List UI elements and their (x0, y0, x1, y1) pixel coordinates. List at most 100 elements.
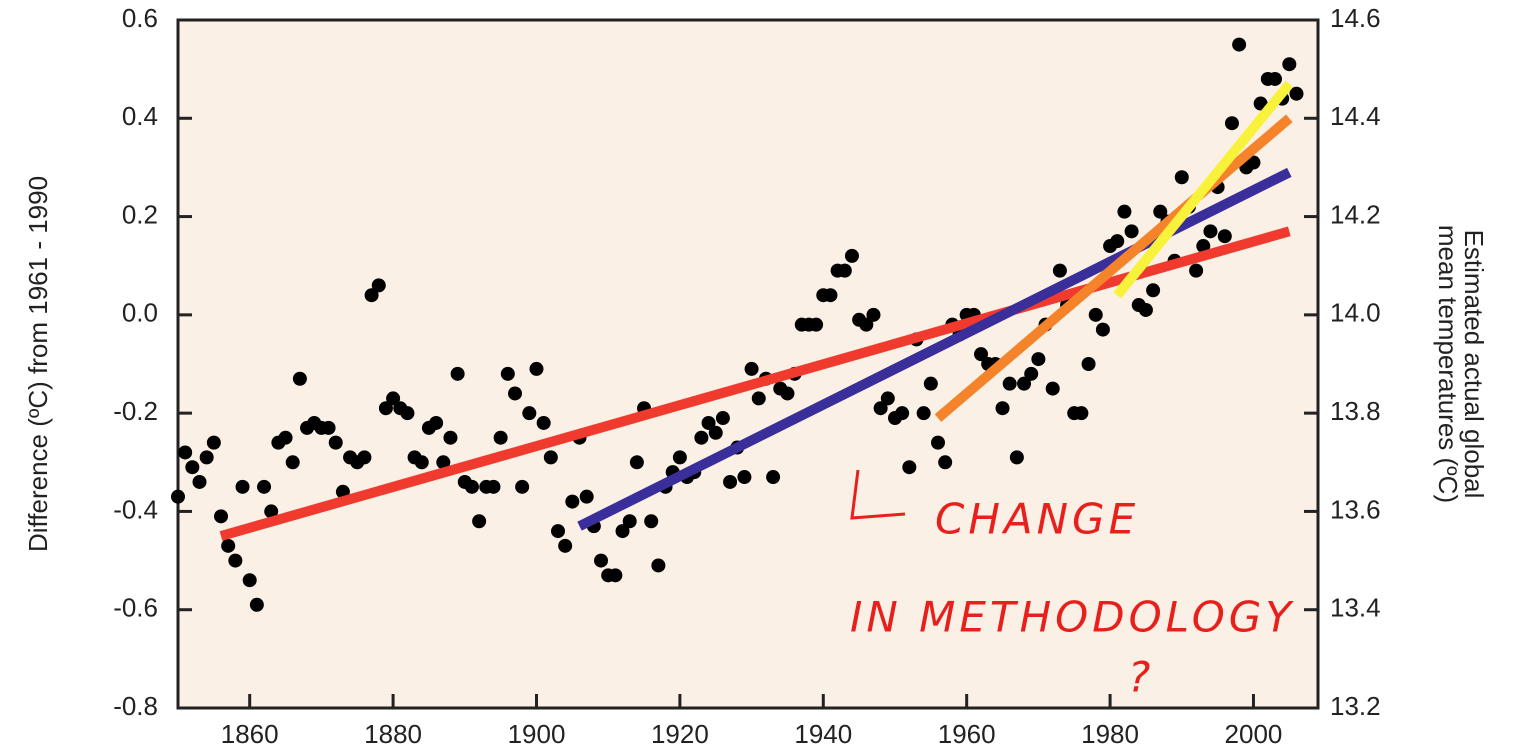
data-point (386, 391, 401, 406)
data-point (558, 538, 573, 553)
x-tick-label: 1980 (1081, 719, 1139, 749)
data-point (400, 406, 415, 421)
data-point (737, 470, 752, 485)
data-point (902, 460, 917, 475)
data-point (880, 391, 895, 406)
data-point (694, 430, 709, 445)
data-point (744, 361, 759, 376)
data-point (565, 494, 580, 509)
data-point (1081, 357, 1096, 371)
data-point (1189, 263, 1204, 278)
y-tick-label: 0.4 (122, 101, 158, 131)
data-point (916, 406, 931, 421)
data-point (249, 597, 264, 612)
data-point (809, 317, 824, 332)
data-point (895, 406, 910, 421)
data-point (844, 248, 859, 263)
data-point (242, 573, 257, 588)
data-point (1232, 37, 1247, 52)
data-point (257, 479, 272, 494)
trend-line (219, 226, 1291, 541)
data-point (515, 479, 530, 494)
data-point (522, 406, 537, 421)
annotation: IN METHODOLOGY (850, 593, 1295, 642)
data-point (1024, 366, 1039, 381)
data-point (278, 430, 293, 445)
data-point (1138, 302, 1153, 317)
data-point (859, 317, 874, 332)
data-point (1088, 307, 1103, 322)
y-tick-label: -0.4 (113, 494, 158, 524)
data-point (378, 401, 393, 416)
annotation-bracket (850, 469, 906, 520)
data-point (1017, 376, 1032, 391)
x-tick-label: 1860 (221, 719, 279, 749)
y-tick-label: 0.6 (122, 3, 158, 33)
y2-axis-label: Estimated actual global (1459, 230, 1489, 499)
data-point (608, 568, 623, 583)
data-point (715, 411, 730, 426)
data-point (507, 386, 522, 401)
data-point (837, 263, 852, 278)
x-tick-label: 1940 (794, 719, 852, 749)
data-point (529, 361, 544, 376)
data-point (285, 455, 300, 470)
data-point (543, 450, 558, 465)
data-point (1289, 86, 1304, 101)
x-tick-label: 1960 (938, 719, 996, 749)
data-point (500, 366, 515, 381)
x-tick-label: 1900 (508, 719, 566, 749)
data-point (443, 430, 458, 445)
data-point (493, 430, 508, 445)
y2-tick-label: 13.4 (1330, 593, 1381, 623)
data-point (551, 524, 565, 539)
data-point (321, 420, 336, 435)
y-tick-label: 0.0 (122, 298, 158, 328)
data-point (178, 445, 193, 460)
data-point (450, 366, 465, 381)
data-point (579, 489, 594, 504)
data-point (1153, 204, 1168, 219)
data-point (938, 455, 953, 470)
data-point (364, 288, 379, 303)
data-point (701, 415, 716, 430)
data-point (214, 509, 229, 524)
annotation: CHANGE (935, 495, 1139, 544)
y-tick-label: -0.2 (113, 396, 158, 426)
data-point (931, 435, 945, 450)
data-point (1095, 322, 1110, 337)
data-point (472, 514, 487, 529)
data-point (1174, 170, 1189, 185)
y2-tick-label: 14.0 (1330, 298, 1381, 328)
data-point (923, 376, 938, 391)
data-point (1196, 239, 1211, 254)
data-point (486, 479, 501, 494)
data-point (708, 425, 723, 440)
data-point (651, 558, 666, 573)
y2-tick-label: 14.6 (1330, 3, 1381, 33)
y2-tick-label: 14.2 (1330, 199, 1381, 229)
y2-axis-label: mean temperatures (ºC) (1433, 225, 1463, 503)
x-tick-label: 2000 (1225, 719, 1283, 749)
data-point (615, 524, 630, 539)
data-point (1282, 57, 1297, 72)
data-point (866, 307, 881, 322)
data-point (1267, 71, 1282, 86)
data-point (766, 470, 781, 485)
data-point (264, 504, 279, 519)
data-point (672, 450, 687, 465)
data-point (1045, 381, 1060, 396)
chart-layer (171, 18, 1318, 710)
data-point (1146, 283, 1161, 298)
data-point (594, 553, 609, 568)
data-point (629, 455, 644, 470)
y2-tick-label: 13.2 (1330, 691, 1381, 721)
data-point (206, 435, 221, 450)
data-point (171, 489, 185, 504)
data-point (1124, 224, 1139, 239)
trend-line (1113, 80, 1294, 299)
data-point (199, 450, 214, 465)
data-point (228, 553, 243, 568)
data-point (1203, 224, 1218, 239)
